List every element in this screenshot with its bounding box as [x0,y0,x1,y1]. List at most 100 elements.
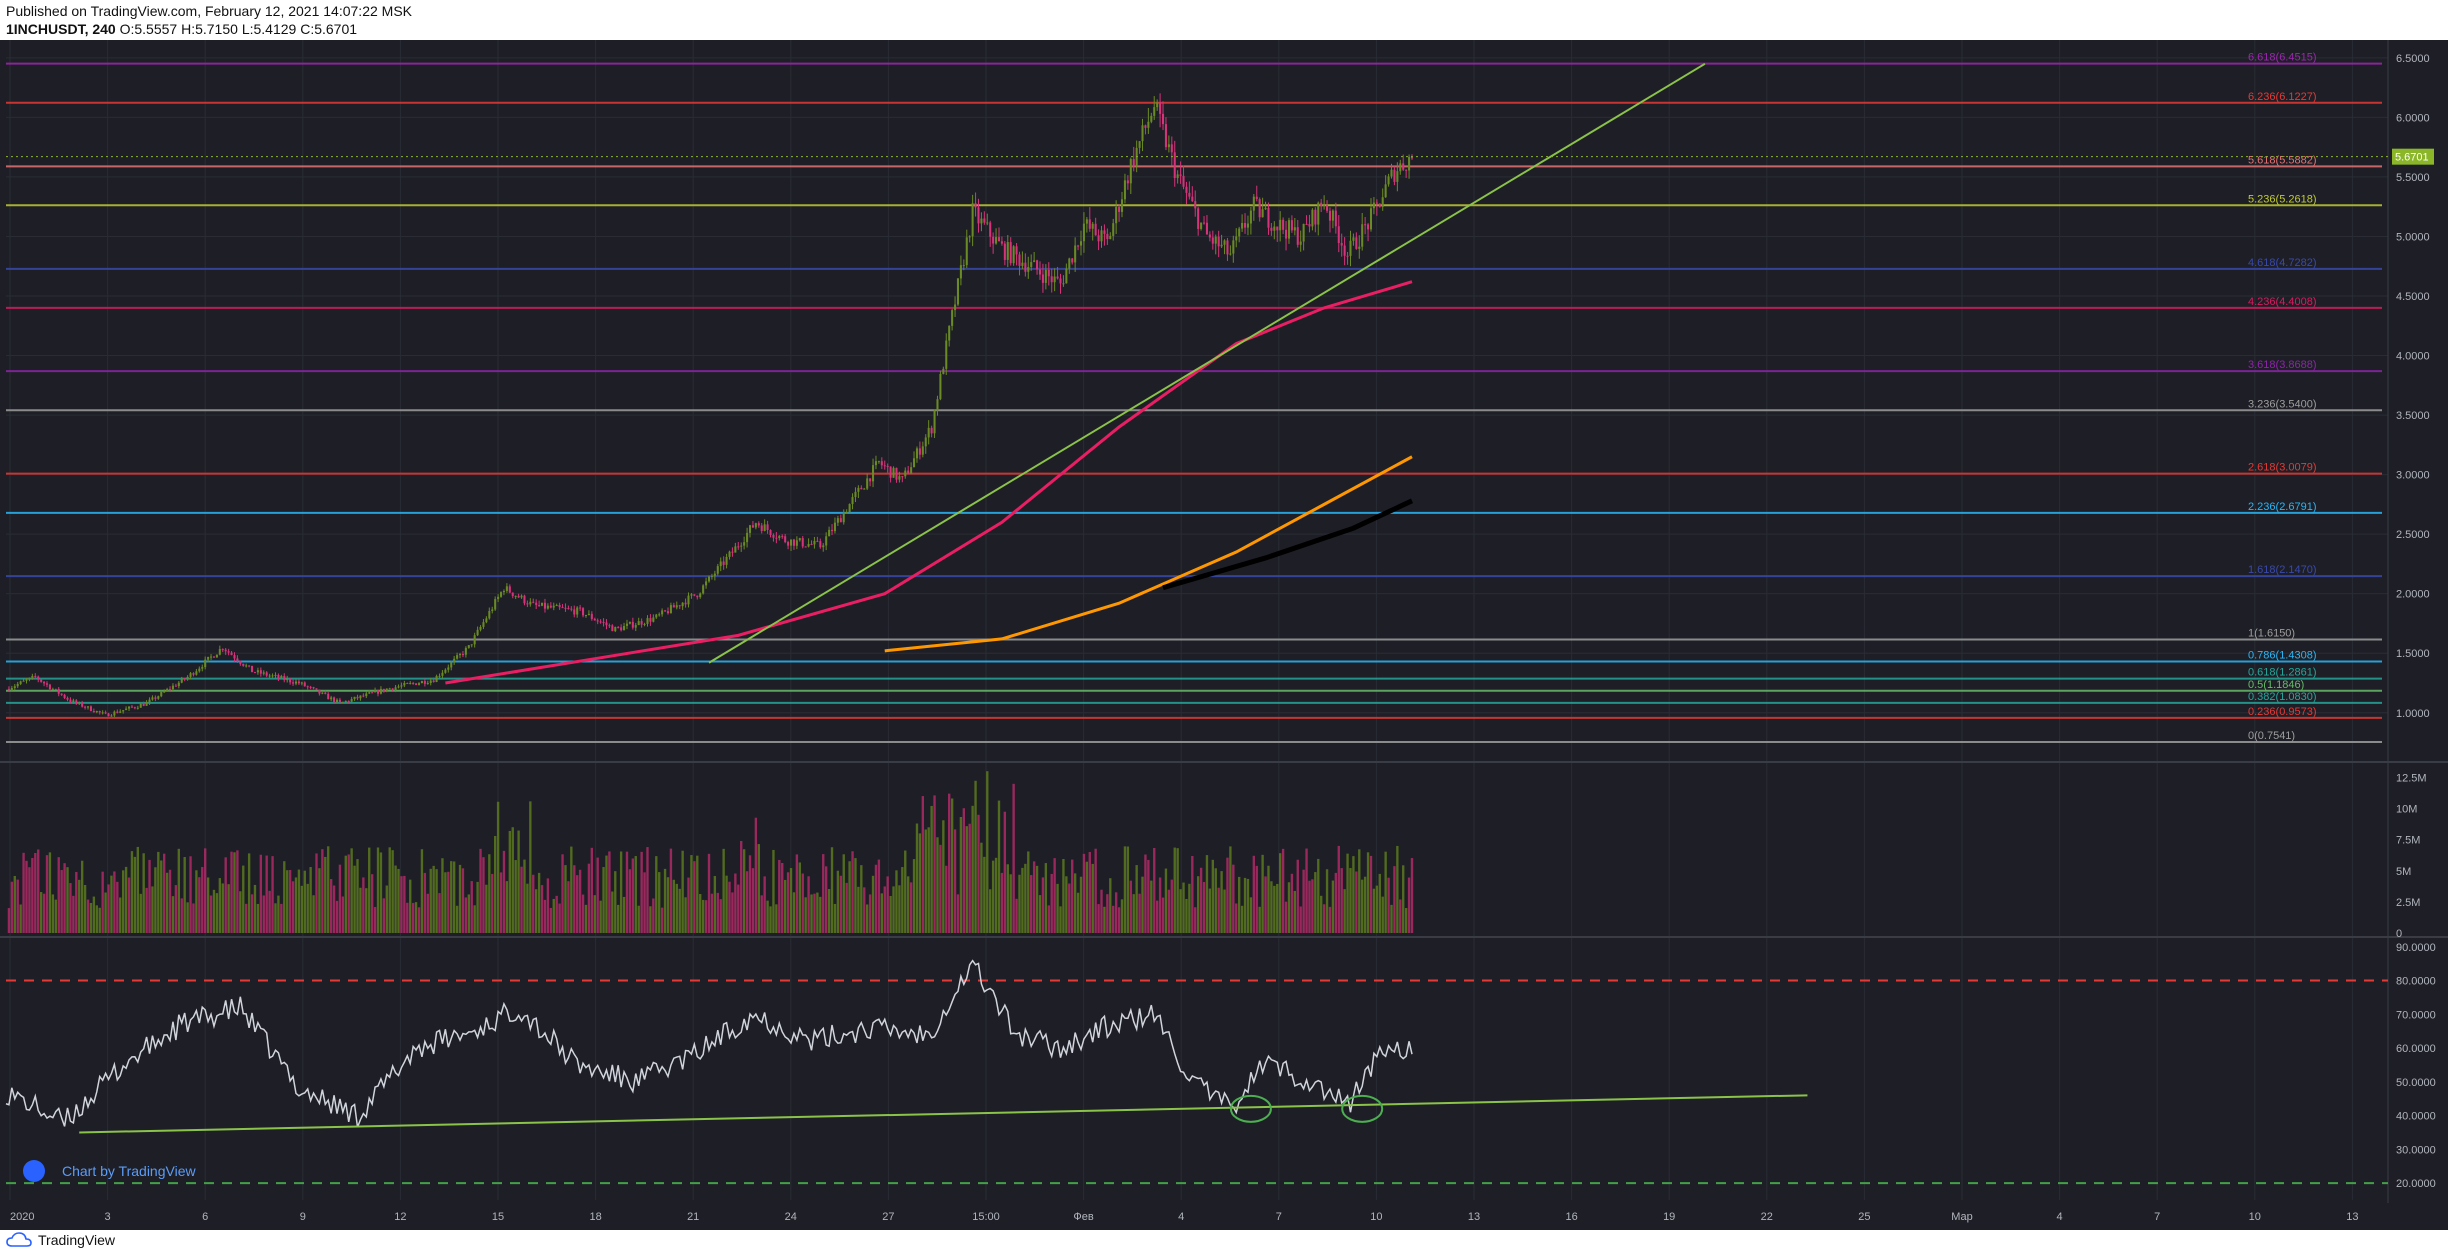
candle-body [669,605,672,614]
candle-body [470,644,473,646]
volume-bar [78,879,81,933]
volume-bar [476,881,479,933]
volume-bar [1097,904,1100,933]
candle-body [1249,210,1252,224]
volume-bar [397,868,400,933]
volume-bar [318,868,321,933]
volume-bar [810,894,813,933]
footer-brand[interactable]: TradingView [38,1232,116,1248]
volume-bar [666,877,670,933]
candle-body [1246,223,1249,228]
candle-body [37,676,40,680]
volume-bar [690,855,693,933]
candle-body [412,683,415,685]
volume-bar [493,835,497,933]
candle-body [385,688,388,692]
candle-body [857,487,860,492]
candle-body [784,536,787,543]
volume-bar [265,855,268,933]
volume-bar [1217,887,1220,933]
candle-body [251,665,254,673]
candle-body [1229,253,1232,255]
candle-body [520,595,523,598]
volume-bar [227,884,230,933]
volume-bar [728,881,731,933]
volume-bar [971,805,974,933]
open-value: 5.5557 [134,21,178,37]
watermark[interactable]: Chart by TradingView [23,1160,196,1182]
volume-bar [848,861,851,933]
volume-bar [734,873,737,933]
watermark-text[interactable]: Chart by TradingView [62,1163,196,1179]
volume-bar [792,892,796,933]
candle-body [661,610,664,615]
candle-body [690,594,693,596]
volume-bar [863,887,866,933]
volume-bar [997,800,1001,933]
volume-bar [376,847,380,933]
fib-level-label: 3.618(3.8688) [2248,359,2317,371]
candle-body [368,692,371,694]
candle-body [748,525,752,533]
volume-bar [772,849,775,933]
volume-bar [778,859,781,933]
rsi-line [5,959,1413,1128]
volume-bar [1196,876,1200,933]
volume-bar [1404,908,1408,933]
fib-level-label: 4.618(4.7282) [2248,257,2317,269]
candle-body [253,672,257,674]
volume-bar [1240,905,1244,933]
volume-bar [1279,853,1282,933]
volume-bar [45,855,49,933]
volume-bar [259,854,263,933]
candle-body [634,625,637,628]
volume-bar [552,898,555,933]
volume-bar [124,866,128,933]
volume-bar [51,894,55,933]
candle-body [971,203,974,237]
volume-bar [1402,865,1405,933]
rsi-tick-label: 90.0000 [2396,942,2436,954]
candle-body [602,621,605,623]
candle-body [119,711,122,713]
trendline[interactable] [708,62,1706,664]
volume-bar [444,872,447,933]
time-tick-label: 24 [785,1211,797,1223]
volume-bar [136,846,139,933]
candle-body [1118,206,1121,212]
candle-body [160,692,163,697]
candle-body [473,635,476,645]
volume-bar [280,903,283,933]
candle-body [965,237,968,266]
candle-body [1290,220,1293,231]
symbol-label[interactable]: 1INCHUSDT, 240 [6,21,116,37]
price-chart[interactable]: 6.618(6.4515)6.236(6.1227)5.618(5.5882)5… [0,40,2448,1230]
candle-body [992,236,995,244]
candle-body [810,543,813,545]
candle-body [807,543,810,547]
volume-bar [1302,869,1305,933]
candle-body [218,649,221,655]
fib-level-label: 2.236(2.6791) [2248,501,2317,513]
volume-bar [1223,889,1226,933]
volume-bar [154,867,157,933]
candle-body [1208,234,1211,238]
candle-body [593,618,596,621]
candle-body [1109,235,1112,240]
candle-body [1384,184,1387,198]
volume-bar [684,897,687,933]
volume-bar [830,847,834,933]
candle-body [705,581,708,586]
candle-body [1205,222,1208,235]
volume-bar [113,871,116,933]
volume-bar [775,904,778,933]
volume-bars [7,771,1414,933]
volume-bar [766,900,769,933]
volume-bar [250,894,254,933]
candle-body [497,596,500,600]
volume-bar [942,820,945,933]
fib-level-label: 5.618(5.5882) [2248,154,2317,166]
volume-bar [160,860,163,933]
ohlc-info: 1INCHUSDT, 240 O:5.5557 H:5.7150 L:5.412… [6,20,412,38]
fib-level-label: 2.618(3.0079) [2248,462,2317,474]
